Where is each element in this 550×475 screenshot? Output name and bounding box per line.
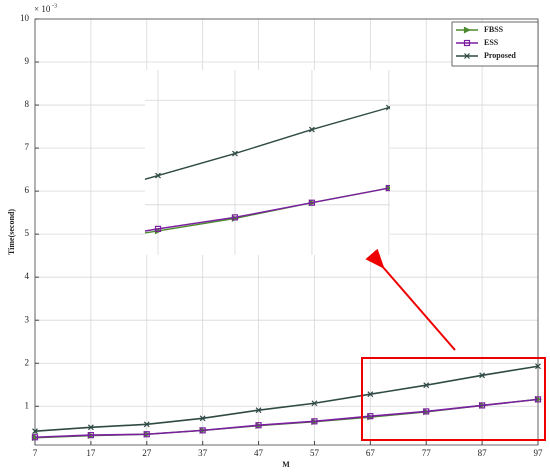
- y-axis-label: Time(second): [7, 209, 16, 255]
- zoom-box: [361, 357, 546, 441]
- marker: [87, 432, 94, 439]
- inset-series-line: [145, 106, 390, 180]
- legend-marker: [463, 26, 471, 34]
- marker: [2, 248, 7, 253]
- x-tick-label: 37: [198, 448, 208, 458]
- marker: [2, 249, 7, 254]
- marker: [199, 427, 206, 434]
- marker: [87, 424, 94, 431]
- y-tick-label: 4: [25, 271, 30, 281]
- legend-marker: [464, 53, 470, 59]
- legend-marker: [463, 39, 471, 47]
- y-scale-exponent: -3: [52, 3, 57, 9]
- marker: [231, 214, 239, 221]
- y-tick-label: 5: [25, 228, 30, 238]
- plot-frame: [34, 18, 539, 446]
- marker: [479, 372, 486, 379]
- x-tick-label: 67: [366, 448, 376, 458]
- series-line: [34, 398, 539, 439]
- marker: [255, 422, 262, 429]
- marker: [255, 407, 262, 414]
- y-scale-base: × 10: [34, 4, 51, 14]
- x-tick-label: 7: [33, 448, 38, 458]
- marker: [367, 413, 374, 420]
- legend-label: Proposed: [484, 51, 516, 60]
- zoom-arrow: [365, 248, 456, 351]
- x-tick-label: 87: [478, 448, 488, 458]
- marker: [308, 199, 316, 206]
- y-tick-label: 1: [25, 400, 30, 410]
- y-tick-label: 2: [25, 357, 30, 367]
- marker: [385, 104, 390, 111]
- marker: [534, 396, 542, 403]
- x-tick-label: 77: [422, 448, 432, 458]
- legend-label: ESS: [484, 38, 499, 47]
- marker: [308, 126, 315, 133]
- marker: [31, 434, 39, 441]
- marker: [479, 402, 486, 409]
- x-tick-label: 97: [534, 448, 544, 458]
- marker: [79, 195, 84, 200]
- marker: [367, 391, 374, 398]
- series-line: [34, 365, 539, 433]
- marker: [311, 418, 318, 425]
- marker: [199, 415, 206, 422]
- marker: [155, 172, 161, 179]
- marker: [423, 382, 430, 389]
- x-tick-label: 47: [254, 448, 264, 458]
- inset-plot: [2, 70, 390, 255]
- marker: [232, 150, 238, 157]
- marker: [79, 239, 84, 244]
- y-tick-label: 10: [20, 13, 30, 23]
- x-tick-label: 27: [142, 448, 152, 458]
- marker: [535, 363, 541, 370]
- y-tick-label: 6: [25, 185, 30, 195]
- marker: [154, 225, 162, 232]
- y-tick-label: 8: [25, 99, 30, 109]
- legend: FBSS ESS Proposed: [451, 21, 539, 67]
- marker: [32, 428, 38, 435]
- marker: [143, 421, 150, 428]
- y-tick-label: 9: [25, 56, 30, 66]
- legend-label: FBSS: [484, 25, 504, 34]
- x-tick-label: 57: [310, 448, 320, 458]
- marker: [2, 212, 7, 217]
- series-line: [34, 398, 539, 439]
- marker: [423, 408, 430, 415]
- marker: [311, 400, 318, 407]
- y-tick-label: 7: [25, 142, 30, 152]
- x-axis-label: M: [282, 460, 290, 469]
- marker: [143, 431, 150, 438]
- x-tick-label: 17: [86, 448, 96, 458]
- inset-series-line: [145, 187, 390, 232]
- y-tick-label: 3: [25, 314, 30, 324]
- marker: [79, 240, 84, 245]
- marker: [385, 184, 390, 192]
